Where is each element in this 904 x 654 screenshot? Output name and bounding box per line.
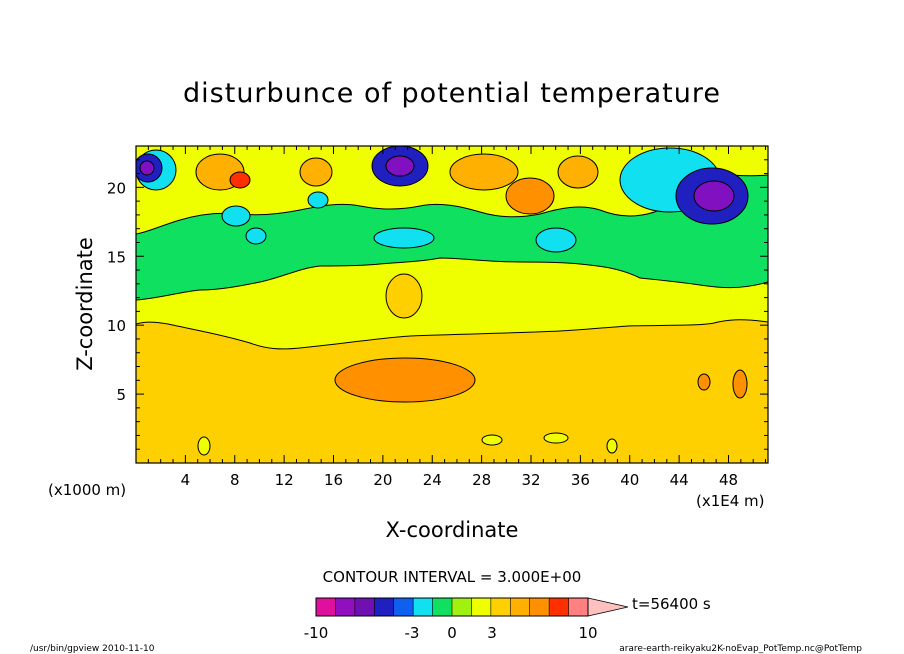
x-tick-label: 8 <box>230 471 240 489</box>
colorbar-bin <box>451 597 473 617</box>
colorbar-bin <box>490 597 511 617</box>
plot-frame <box>135 145 769 464</box>
colorbar-bin <box>471 597 492 617</box>
contour-interval-label: CONTOUR INTERVAL = 3.000E+00 <box>323 568 582 586</box>
blob-orange <box>505 177 555 215</box>
footer-right: arare-earth-reikyaku2K-noEvap_PotTemp.nc… <box>619 644 862 654</box>
chart-title: disturbunce of potential temperature <box>183 78 721 109</box>
colorbar-bin <box>412 597 434 617</box>
colorbar-tick-label: -10 <box>304 624 329 642</box>
colorbar: -10 -3 0 3 10 <box>304 597 629 642</box>
colorbar-frame <box>315 597 589 617</box>
colorbar-arrow <box>587 597 629 617</box>
blob-cyan <box>307 191 329 209</box>
colorbar-bin <box>373 597 395 617</box>
blob-small <box>543 432 569 444</box>
colorbar-bin <box>315 597 337 617</box>
colorbar-bin <box>432 597 453 617</box>
blob-orange <box>334 357 476 403</box>
colorbar-tick-label: 3 <box>487 624 497 642</box>
y-tick-label: 15 <box>107 248 126 266</box>
blob-cyan <box>535 227 577 253</box>
blob-orange <box>229 171 251 189</box>
blob-small <box>481 434 503 446</box>
blob-cyan <box>221 205 251 227</box>
y-axis: 5 10 15 20 <box>107 159 768 450</box>
x-tick-label: 28 <box>472 471 491 489</box>
x-tick-label: 20 <box>373 471 392 489</box>
blob-orange <box>732 369 748 399</box>
blob-orange <box>449 153 519 191</box>
y-axis-label: Z-coordinate <box>73 237 97 371</box>
x-tick-label: 32 <box>521 471 540 489</box>
colorbar-bin <box>509 597 531 617</box>
x-tick-label: 44 <box>670 471 689 489</box>
x-tick-label: 48 <box>719 471 738 489</box>
blob-orange <box>299 157 333 187</box>
blob-purple <box>693 180 735 212</box>
y-tick-label: 5 <box>116 386 126 404</box>
colorbar-bin <box>568 597 589 617</box>
x-tick-label: 36 <box>571 471 590 489</box>
blob-cyan <box>245 227 267 245</box>
x-tick-label: 24 <box>423 471 442 489</box>
x-axis-label: X-coordinate <box>386 518 519 542</box>
colorbar-tick-label: 10 <box>578 624 597 642</box>
x-tick-label: 12 <box>275 471 294 489</box>
x-unit-left: (x1000 m) <box>48 481 126 499</box>
contour-field <box>136 146 768 463</box>
time-label: t=56400 s <box>632 595 711 613</box>
x-unit-right: (x1E4 m) <box>696 492 765 510</box>
x-axis: 4 8 12 16 20 24 28 32 36 40 44 48 <box>147 146 767 489</box>
blob-small <box>697 373 711 391</box>
colorbar-bin <box>354 597 375 617</box>
colorbar-bin <box>548 597 570 617</box>
blob-orange <box>557 155 599 189</box>
x-tick-label: 4 <box>181 471 191 489</box>
blob-purple <box>385 155 415 177</box>
colorbar-tick-label: 0 <box>447 624 457 642</box>
blob-cyan <box>373 227 435 249</box>
colorbar-bin <box>393 597 414 617</box>
y-tick-label: 20 <box>107 179 126 197</box>
colorbar-bin <box>335 597 356 617</box>
colorbar-tick-label: -3 <box>405 624 420 642</box>
x-tick-label: 40 <box>620 471 639 489</box>
blob-small <box>606 438 618 454</box>
x-tick-label: 16 <box>324 471 343 489</box>
y-tick-label: 10 <box>107 317 126 335</box>
blob-purple <box>139 160 155 176</box>
colorbar-bin <box>529 597 550 617</box>
footer-left: /usr/bin/gpview 2010-11-10 <box>30 644 155 654</box>
blob-small <box>197 436 211 456</box>
blob-yellow-small <box>385 273 423 319</box>
